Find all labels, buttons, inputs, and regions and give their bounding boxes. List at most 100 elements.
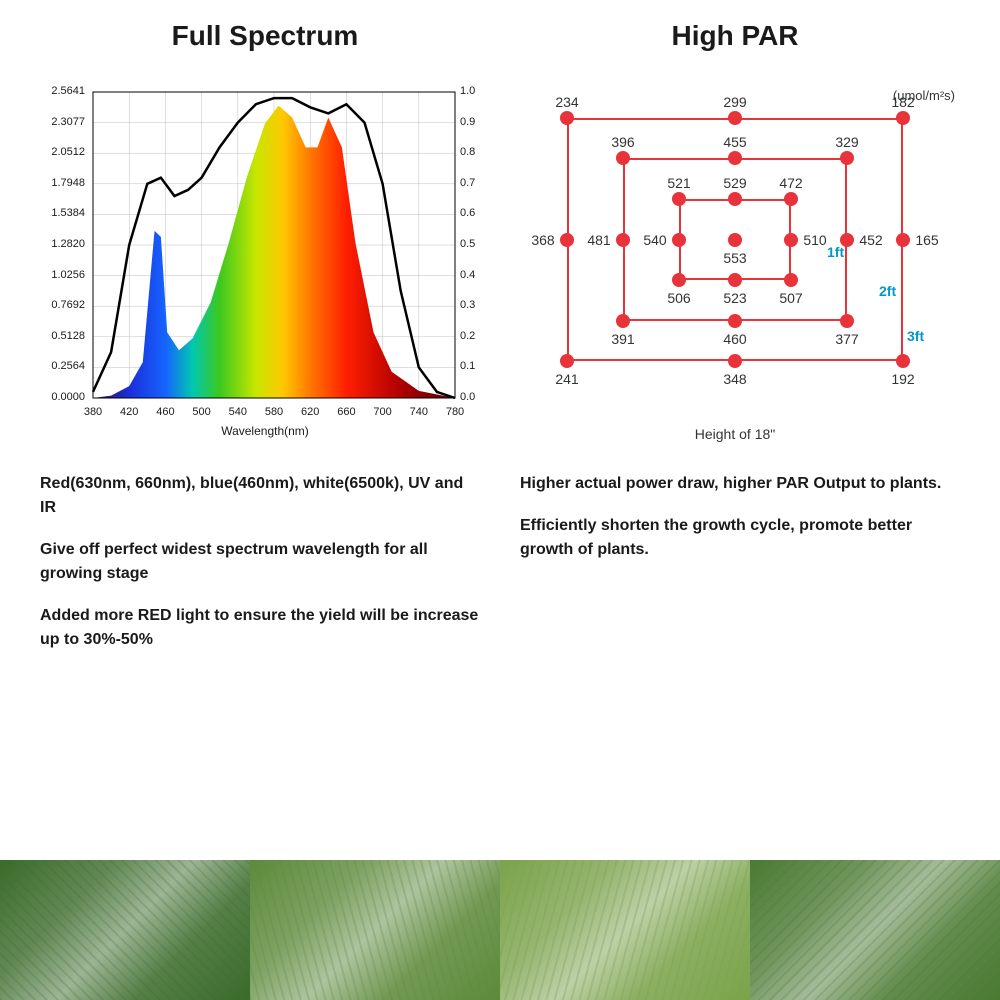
par-dot — [728, 233, 742, 247]
yr-tick: 0.1 — [460, 360, 485, 372]
x-tick: 420 — [120, 406, 138, 418]
par-value: 523 — [723, 290, 746, 306]
desc-text: Red(630nm, 660nm), blue(460nm), white(65… — [40, 472, 480, 520]
yr-tick: 0.0 — [460, 391, 485, 403]
par-value: 165 — [915, 232, 938, 248]
par-dot — [896, 111, 910, 125]
left-title: Full Spectrum — [172, 20, 359, 52]
par-dot — [896, 233, 910, 247]
yl-tick: 2.3077 — [45, 116, 85, 128]
spectrum-svg — [45, 82, 485, 442]
par-ft-label: 1ft — [827, 244, 844, 260]
plant-strip — [0, 860, 1000, 1000]
par-dot — [784, 273, 798, 287]
par-value: 329 — [835, 134, 858, 150]
par-value: 521 — [667, 175, 690, 191]
x-tick: 540 — [229, 406, 247, 418]
par-ft-label: 3ft — [907, 328, 924, 344]
par-value: 391 — [611, 331, 634, 347]
par-value: 455 — [723, 134, 746, 150]
par-dot — [896, 354, 910, 368]
par-dot — [728, 314, 742, 328]
yr-tick: 0.5 — [460, 238, 485, 250]
par-value: 472 — [779, 175, 802, 191]
par-value: 540 — [643, 232, 666, 248]
par-dot — [728, 111, 742, 125]
yr-tick: 0.4 — [460, 269, 485, 281]
x-tick: 460 — [156, 406, 174, 418]
yr-tick: 1.0 — [460, 85, 485, 97]
par-value: 510 — [803, 232, 826, 248]
par-dot — [616, 314, 630, 328]
par-dot — [840, 314, 854, 328]
x-tick: 380 — [84, 406, 102, 418]
yl-tick: 0.7692 — [45, 299, 85, 311]
par-value: 348 — [723, 371, 746, 387]
x-tick: 700 — [373, 406, 391, 418]
par-dot — [728, 354, 742, 368]
par-value: 460 — [723, 331, 746, 347]
yl-tick: 0.0000 — [45, 391, 85, 403]
par-dot — [840, 151, 854, 165]
par-value: 506 — [667, 290, 690, 306]
par-unit: (umol/m²s) — [893, 88, 955, 103]
yr-tick: 0.3 — [460, 299, 485, 311]
yl-tick: 1.5384 — [45, 207, 85, 219]
par-dot — [560, 111, 574, 125]
yr-tick: 0.2 — [460, 330, 485, 342]
par-value: 507 — [779, 290, 802, 306]
desc-text: Added more RED light to ensure the yield… — [40, 604, 480, 652]
plant-image — [0, 860, 250, 1000]
spectrum-chart: 0.0000 0.2564 0.5128 0.7692 1.0256 1.2820 1.53… — [45, 82, 485, 442]
desc-text: Give off perfect widest spectrum wavelen… — [40, 538, 480, 586]
par-value: 368 — [531, 232, 554, 248]
x-tick: 620 — [301, 406, 319, 418]
yr-tick: 0.7 — [460, 177, 485, 189]
yl-tick: 1.0256 — [45, 269, 85, 281]
x-tick: 660 — [337, 406, 355, 418]
yl-tick: 1.7948 — [45, 177, 85, 189]
plant-image — [250, 860, 500, 1000]
x-tick: 500 — [192, 406, 210, 418]
par-dot — [728, 273, 742, 287]
x-tick: 580 — [265, 406, 283, 418]
x-tick: 780 — [446, 406, 464, 418]
right-desc: Higher actual power draw, higher PAR Out… — [520, 472, 960, 670]
plant-image — [750, 860, 1000, 1000]
par-caption: Height of 18" — [695, 426, 775, 442]
yl-tick: 1.2820 — [45, 238, 85, 250]
yl-tick: 2.5641 — [45, 85, 85, 97]
par-dot — [616, 151, 630, 165]
par-value: 396 — [611, 134, 634, 150]
yl-tick: 2.0512 — [45, 146, 85, 158]
par-value: 234 — [555, 94, 578, 110]
par-chart: 2342991823964553295215294723684815405535… — [515, 82, 955, 442]
par-dot — [672, 273, 686, 287]
desc-text: Higher actual power draw, higher PAR Out… — [520, 472, 960, 496]
par-value: 241 — [555, 371, 578, 387]
par-dot — [728, 192, 742, 206]
par-value: 481 — [587, 232, 610, 248]
yl-tick: 0.2564 — [45, 360, 85, 372]
par-dot — [784, 233, 798, 247]
par-dot — [784, 192, 798, 206]
left-desc: Red(630nm, 660nm), blue(460nm), white(65… — [40, 472, 480, 670]
par-dot — [672, 192, 686, 206]
plant-image — [500, 860, 750, 1000]
par-dot — [560, 233, 574, 247]
x-label: Wavelength(nm) — [221, 424, 309, 438]
par-value: 377 — [835, 331, 858, 347]
desc-text: Efficiently shorten the growth cycle, pr… — [520, 514, 960, 562]
par-value: 553 — [723, 250, 746, 266]
par-dot — [728, 151, 742, 165]
yl-tick: 0.5128 — [45, 330, 85, 342]
yr-tick: 0.6 — [460, 207, 485, 219]
par-dot — [616, 233, 630, 247]
par-value: 529 — [723, 175, 746, 191]
par-value: 299 — [723, 94, 746, 110]
yr-tick: 0.8 — [460, 146, 485, 158]
par-dot — [672, 233, 686, 247]
par-value: 452 — [859, 232, 882, 248]
yr-tick: 0.9 — [460, 116, 485, 128]
par-value: 192 — [891, 371, 914, 387]
